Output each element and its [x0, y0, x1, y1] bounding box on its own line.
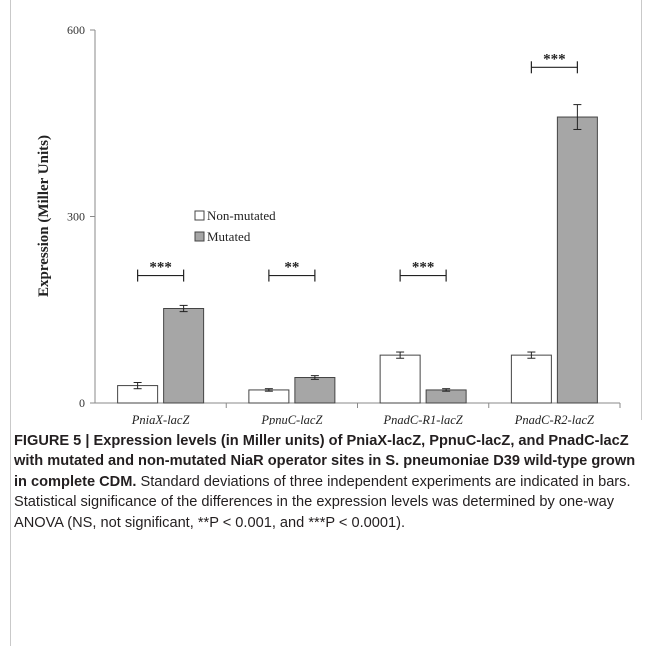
bar-non-mutated-3 [510, 354, 552, 404]
bar-mutated-0 [163, 308, 205, 404]
legend: Non-mutated Mutated [194, 208, 276, 244]
legend-label: Non-mutated [207, 208, 276, 223]
caption-text: Standard deviations of three independent… [14, 473, 631, 531]
legend-label: Mutated [207, 229, 251, 244]
bar-non-mutated-2 [379, 354, 421, 404]
bar-chart: Expression (Miller Units) 0 300 600 PniaX-l… [36, 23, 621, 425]
significance-marks: *** ** ****** [137, 51, 578, 282]
figure-caption: FIGURE 5 | Expression levels (in Miller … [14, 431, 638, 533]
caption-rule [10, 420, 11, 646]
legend-swatch [194, 210, 205, 221]
significance-label: ** [284, 260, 299, 276]
bar-mutated-1 [294, 377, 336, 404]
x-tick-label: PnadC-R2-lacZ [514, 413, 595, 425]
y-tick-label: 300 [67, 210, 85, 224]
caption-label: FIGURE 5 | Expression levels (in Miller … [14, 433, 636, 490]
y-axis-label: Expression (Miller Units) [36, 135, 52, 297]
bar-mutated-3 [556, 116, 598, 404]
x-tick-label: PnadC-R1-lacZ [383, 413, 464, 425]
significance-label: *** [543, 51, 566, 67]
x-tick-label: PniaX-lacZ [131, 413, 191, 425]
bar-non-mutated-1 [248, 389, 290, 404]
significance-label: *** [149, 260, 172, 276]
y-tick-label: 600 [67, 23, 85, 37]
bar-mutated-2 [425, 389, 467, 404]
y-tick-label: 0 [79, 396, 85, 410]
figure-frame [10, 0, 642, 420]
legend-swatch [194, 231, 205, 242]
bars [117, 104, 598, 404]
x-tick-label: PpnuC-lacZ [260, 413, 323, 425]
significance-label: *** [412, 260, 435, 276]
axes: 0 300 600 PniaX-lacZ PpnuC-lacZ PnadC-R1-lacZ… [67, 23, 621, 425]
